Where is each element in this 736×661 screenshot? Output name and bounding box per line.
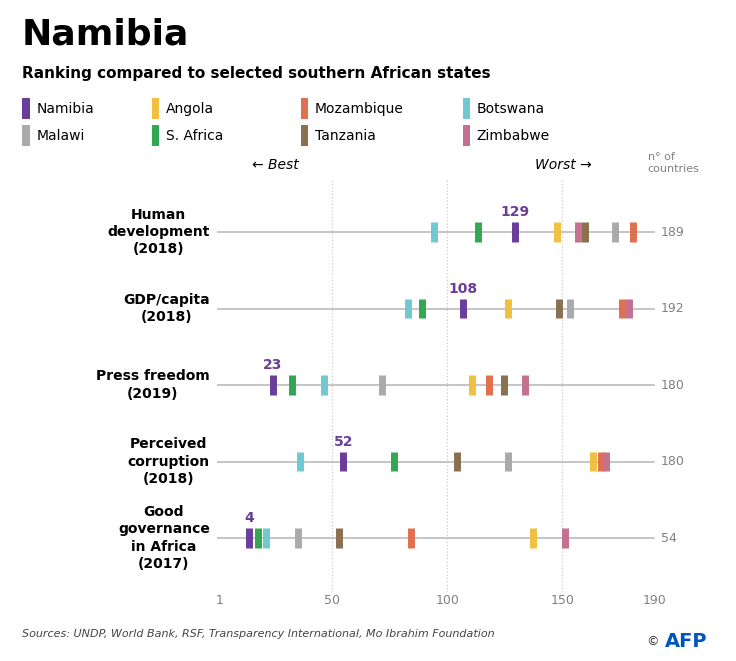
- Text: Zimbabwe: Zimbabwe: [477, 129, 550, 143]
- Bar: [22, 125, 30, 146]
- Bar: [300, 125, 308, 146]
- Text: 23: 23: [263, 358, 283, 372]
- Text: Perceived
corruption
(2018): Perceived corruption (2018): [127, 437, 210, 486]
- Text: 180: 180: [661, 455, 685, 468]
- Text: 54: 54: [661, 531, 677, 545]
- Text: S. Africa: S. Africa: [166, 129, 223, 143]
- Text: Mozambique: Mozambique: [315, 102, 404, 116]
- Bar: [22, 98, 30, 120]
- Text: 52: 52: [333, 434, 353, 449]
- Bar: [152, 125, 160, 146]
- Text: Malawi: Malawi: [36, 129, 85, 143]
- Text: Botswana: Botswana: [477, 102, 545, 116]
- Text: ← Best: ← Best: [252, 157, 300, 172]
- Bar: [152, 98, 160, 120]
- Text: Human
development
(2018): Human development (2018): [107, 208, 210, 256]
- Bar: [462, 98, 470, 120]
- Text: Good
governance
in Africa
(2017): Good governance in Africa (2017): [118, 505, 210, 571]
- Text: 108: 108: [448, 282, 478, 295]
- Text: Worst →: Worst →: [535, 157, 592, 172]
- Text: Sources: UNDP, World Bank, RSF, Transparency International, Mo Ibrahim Foundatio: Sources: UNDP, World Bank, RSF, Transpar…: [22, 629, 495, 639]
- Text: Namibia: Namibia: [22, 18, 189, 52]
- Text: 192: 192: [661, 302, 684, 315]
- Text: GDP/capita
(2018): GDP/capita (2018): [123, 293, 210, 324]
- Text: 4: 4: [244, 511, 255, 525]
- Text: Press freedom
(2019): Press freedom (2019): [96, 369, 210, 401]
- Text: 189: 189: [661, 225, 684, 239]
- Bar: [300, 98, 308, 120]
- Text: n° of
countries: n° of countries: [648, 152, 699, 174]
- Text: Ranking compared to selected southern African states: Ranking compared to selected southern Af…: [22, 66, 491, 81]
- Text: 180: 180: [661, 379, 685, 391]
- Text: ©: ©: [647, 635, 663, 648]
- Text: 129: 129: [500, 205, 530, 219]
- Text: AFP: AFP: [665, 632, 707, 651]
- Bar: [462, 125, 470, 146]
- Text: Angola: Angola: [166, 102, 214, 116]
- Text: Tanzania: Tanzania: [315, 129, 375, 143]
- Text: Namibia: Namibia: [36, 102, 94, 116]
